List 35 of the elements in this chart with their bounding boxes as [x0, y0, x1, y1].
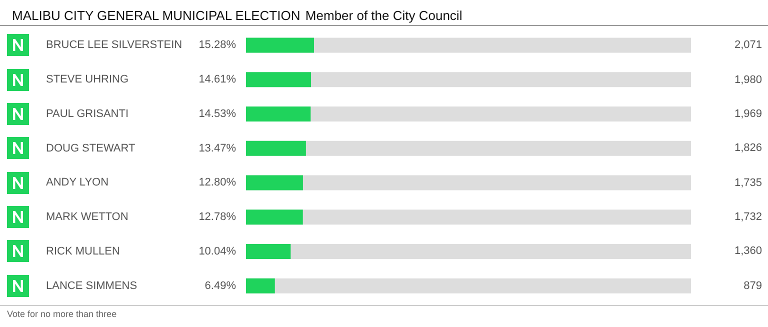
text: 1,826: [734, 141, 762, 156]
chart-title: MALIBU CITY GENERAL MUNICIPAL ELECTION: [12, 8, 300, 23]
text: 1,735: [734, 176, 762, 190]
data-label: 12.80%: [198, 176, 236, 189]
text: 2,071: [734, 38, 762, 52]
y-tick-label: LANCE SIMMENS: [46, 280, 138, 292]
bar: [246, 106, 311, 122]
chart-subtitle: Member of the City Council: [305, 8, 462, 23]
data-label: 12.78%: [198, 211, 236, 224]
text: 1,980: [734, 72, 762, 87]
data-label: 15.28%: [198, 39, 236, 52]
y-tick-label: DOUG STEWART: [46, 142, 136, 154]
bar: [246, 210, 303, 225]
bar: [246, 175, 303, 190]
bar: [246, 278, 275, 294]
data-label: 14.53%: [198, 108, 236, 120]
text: 1,360: [734, 244, 762, 258]
text: 879: [744, 278, 762, 293]
data-label: 13.47%: [198, 142, 236, 154]
text: Vote for no more than three: [7, 309, 117, 319]
data-label: 10.04%: [198, 245, 236, 258]
y-tick-label: MARK WETTON: [46, 211, 128, 224]
bar: [246, 72, 312, 88]
text: 1,732: [734, 210, 762, 224]
bar: [246, 140, 306, 156]
text: 1,969: [734, 106, 762, 121]
bar: [246, 244, 291, 259]
y-tick-label: PAUL GRISANTI: [46, 108, 129, 120]
y-tick-label: STEVE UHRING: [46, 74, 129, 86]
y-tick-label: RICK MULLEN: [46, 245, 120, 258]
data-label: 6.49%: [204, 280, 236, 292]
data-label: 14.61%: [198, 74, 236, 86]
y-tick-label: ANDY LYON: [46, 176, 109, 189]
bar: [246, 38, 314, 53]
y-tick-label: BRUCE LEE SILVERSTEIN: [46, 39, 182, 52]
